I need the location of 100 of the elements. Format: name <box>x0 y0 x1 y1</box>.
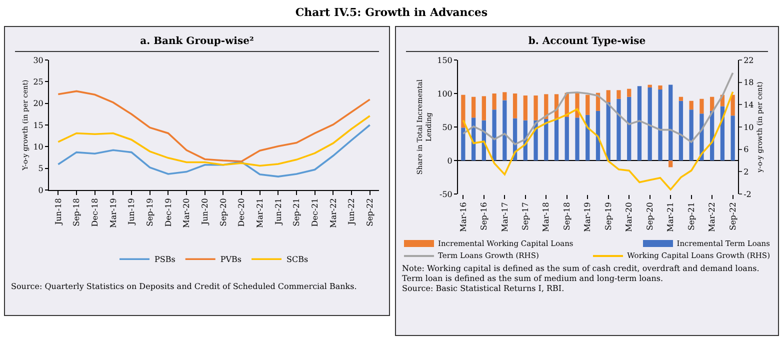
bar <box>606 90 610 102</box>
x-tick-label: Mar-20 <box>624 202 634 232</box>
bar <box>668 84 673 160</box>
y2-tick-label: 10 <box>744 122 754 132</box>
text: Note: Working capital is defined as the sum of cash credit, overdraft and demand loans. Term loan is defined as the sum of medium and long-term loans. <box>402 264 760 284</box>
x-tick-label: Mar-19 <box>583 202 592 232</box>
y-tick-label: 50 <box>442 122 452 132</box>
y2-tick-label: 18 <box>744 78 754 88</box>
chart-title: a. Bank Group-wise² <box>15 36 379 52</box>
x-tick-label: Sep-20 <box>645 202 654 230</box>
bar <box>596 110 600 160</box>
x-tick-label: Jun-18 <box>54 198 63 226</box>
line-series <box>57 115 371 167</box>
x-tick-label: Mar-18 <box>542 202 551 232</box>
bar <box>492 110 496 160</box>
bar <box>678 100 684 160</box>
y-tick-label: 20 <box>33 99 44 108</box>
y-tick-label: 30 <box>33 56 44 65</box>
bar <box>627 88 632 97</box>
bar <box>710 96 714 111</box>
x-tick-label: Sep-21 <box>686 202 696 230</box>
x-tick-label: Mar-21 <box>666 202 676 232</box>
bar <box>689 100 694 110</box>
y-tick-label: 150 <box>437 56 452 65</box>
line-series <box>462 90 734 190</box>
x-tick-label: Mar-21 <box>255 198 264 228</box>
bar <box>534 96 538 120</box>
x-tick-label: Mar-17 <box>500 202 510 232</box>
bar <box>544 118 548 160</box>
bar <box>471 96 476 118</box>
bar <box>689 110 694 160</box>
bar <box>512 94 518 118</box>
bar <box>668 160 673 168</box>
source-note: Source: Quarterly Statistics on Deposits and Credit of Scheduled Commercial Banks. <box>11 282 358 292</box>
legend-label: SCBs <box>286 255 308 264</box>
y2-tick-label: 2 <box>744 167 749 176</box>
bar <box>730 94 735 116</box>
y-tick-label: -50 <box>440 190 452 199</box>
source-note: Source: Basic Statistical Returns I, RBI. <box>402 284 566 294</box>
bar <box>554 118 559 160</box>
bar <box>492 94 496 110</box>
bar <box>461 128 466 160</box>
x-tick-label: Jun-20 <box>200 198 210 226</box>
bar <box>678 96 684 101</box>
line-series <box>57 124 371 178</box>
bar <box>575 118 580 160</box>
bar <box>637 86 642 160</box>
legend-label: PVBs <box>220 255 242 264</box>
bar <box>658 89 662 160</box>
bar <box>648 87 652 160</box>
bar <box>730 116 735 160</box>
x-tick-label: Jun-21 <box>274 198 283 226</box>
x-tick-label: Mar-16 <box>458 202 468 232</box>
bar <box>616 98 621 160</box>
x-tick-label: Jun-19 <box>127 198 136 226</box>
x-tick-label: Jun-22 <box>347 198 356 226</box>
y2-tick-label: 6 <box>744 145 749 154</box>
bar <box>658 85 662 90</box>
x-tick-label: Mar-22 <box>328 198 338 228</box>
x-tick-label: Sep-20 <box>218 198 228 226</box>
line-series <box>462 72 734 146</box>
y-tick-label: 0 <box>447 156 452 166</box>
bar <box>616 90 621 99</box>
bar <box>461 94 466 128</box>
x-tick-label: Mar-22 <box>708 202 717 232</box>
x-tick-label: Sep-22 <box>728 202 738 230</box>
x-tick-label: Sep-19 <box>145 198 154 226</box>
x-tick-label: Sep-16 <box>480 202 489 230</box>
y-tick-label: 25 <box>33 77 44 86</box>
y2-tick-label: 22 <box>744 56 754 65</box>
y2-tick-label: 14 <box>744 100 754 110</box>
x-tick-label: Dec-20 <box>237 198 246 227</box>
x-tick-label: Mar-19 <box>108 198 118 228</box>
bar <box>502 92 507 100</box>
x-tick-label: Dec-18 <box>90 198 100 227</box>
chart-title: b. Account Type-wise <box>406 36 768 52</box>
bar <box>523 96 528 120</box>
x-tick-label: Sep-18 <box>72 198 82 226</box>
bar <box>648 84 652 88</box>
x-tick-label: Dec-19 <box>164 198 173 227</box>
bar <box>482 96 486 120</box>
bar <box>700 98 704 114</box>
bar <box>564 116 569 160</box>
y-tick-label: 15 <box>33 120 44 130</box>
x-tick-label: Sep-19 <box>604 202 613 230</box>
x-tick-label: Sep-22 <box>365 198 374 226</box>
y-tick-label: 10 <box>33 142 44 152</box>
x-tick-label: Sep-21 <box>292 198 302 226</box>
bar <box>586 114 590 160</box>
y-tick-label: 0 <box>38 186 44 195</box>
bar <box>502 100 507 160</box>
x-tick-label: Dec-21 <box>310 198 320 227</box>
y-tick-label: 100 <box>437 89 452 98</box>
y2-tick-label: -2 <box>744 190 752 199</box>
x-tick-label: Sep-17 <box>521 202 530 230</box>
legend-label: PSBs <box>154 255 176 264</box>
bar <box>586 94 590 115</box>
bar <box>606 102 610 160</box>
text: Chart IV.5: Growth in Advances <box>294 6 489 19</box>
y-tick-label: 5 <box>38 164 44 174</box>
